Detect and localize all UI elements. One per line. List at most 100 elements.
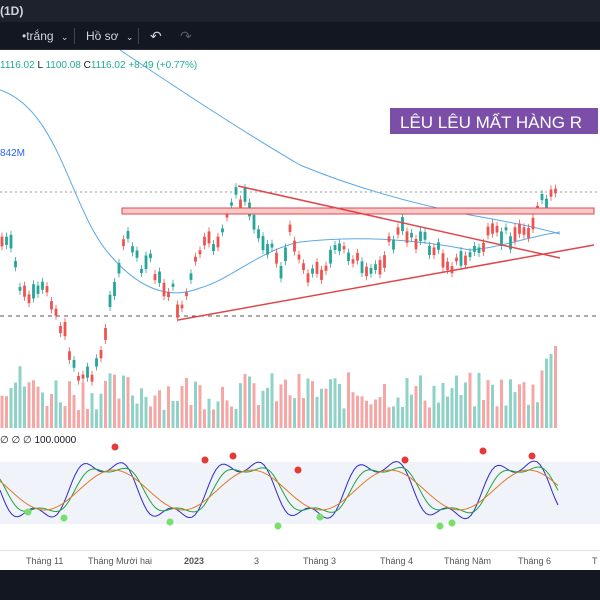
volume-bar [396, 397, 400, 428]
ohlc-legend: 1116.02 L 1100.08 C1116.02 +8.49 (+0.77%… [0, 60, 197, 71]
settings-icon[interactable]: ∅ ∅ ∅ [0, 435, 32, 446]
chevron-down-icon: ⌄ [125, 32, 134, 42]
volume-bar [554, 345, 557, 428]
candle-body [261, 236, 265, 251]
volume-bar [77, 409, 80, 428]
volume-bar [171, 400, 175, 428]
oversold-marker [448, 519, 456, 527]
candle-body [126, 231, 130, 239]
candle-body [90, 374, 94, 382]
footer-bar [0, 570, 600, 600]
volume-bar [108, 373, 112, 428]
volume-bar [383, 383, 386, 428]
volume-bar [338, 383, 341, 428]
volume-bar [536, 402, 539, 428]
candle-body [482, 242, 485, 252]
candle-body [338, 243, 341, 252]
volume-bar [221, 386, 224, 428]
candle-body [423, 232, 427, 240]
volume-bar [176, 400, 179, 428]
profile-label: Hồ sơ [86, 29, 119, 43]
candle-body [513, 227, 517, 242]
close-value: 1116.02 [90, 60, 126, 71]
high-value: 1116.02 [0, 60, 35, 71]
undo-icon[interactable]: ↶ [150, 28, 162, 44]
volume-bar [99, 393, 103, 428]
oversold-marker [166, 518, 174, 526]
volume-bar [491, 384, 494, 428]
volume-bar [95, 409, 98, 428]
chart-toolbar: •trắng ⌄ Hồ sơ ⌄ ↶ ↷ [0, 22, 600, 50]
overbought-marker [401, 456, 409, 464]
volume-bar [284, 379, 287, 428]
candle-body [473, 245, 476, 252]
candle-body [198, 250, 202, 255]
volume-bar [189, 404, 193, 428]
candle-body [158, 271, 161, 284]
candle-body [342, 246, 346, 250]
candle-body [333, 245, 337, 251]
volume-bar [428, 407, 431, 428]
volume-bar [27, 382, 31, 428]
theme-label: •trắng [22, 29, 54, 43]
volume-bar [14, 382, 17, 428]
theme-dropdown[interactable]: •trắng ⌄ [22, 28, 68, 44]
volume-bar [212, 409, 215, 428]
candle-body [9, 234, 13, 249]
volume-bar [324, 388, 328, 428]
volume-bar [410, 394, 413, 428]
candle-body [230, 202, 233, 206]
candle-body [122, 239, 125, 247]
chart-canvas[interactable] [0, 50, 600, 570]
candle-body [221, 228, 224, 233]
profile-dropdown[interactable]: Hồ sơ ⌄ [86, 28, 133, 44]
volume-bar [360, 396, 364, 428]
volume-bar [185, 378, 188, 428]
volume-bar [252, 383, 256, 428]
toolbar-divider [74, 28, 75, 44]
xaxis-label: T [592, 556, 598, 566]
overbought-marker [201, 456, 209, 464]
xaxis-label: Tháng 6 [518, 556, 552, 566]
candle-body [144, 255, 148, 269]
candle-body [396, 227, 400, 235]
volume-bar [36, 386, 40, 428]
candle-body [81, 374, 85, 379]
candle-body [315, 261, 319, 274]
candle-body [50, 301, 53, 310]
ascending-trendline [177, 244, 595, 321]
xaxis-label: 3 [254, 556, 260, 566]
volume-bar [230, 406, 233, 428]
volume-bar [347, 372, 350, 428]
candle-body [225, 213, 229, 218]
descending-trendline [237, 185, 561, 259]
candle-body [95, 358, 98, 367]
candle-body [113, 281, 116, 297]
candle-body [437, 242, 440, 250]
candle-body [72, 359, 76, 368]
oversold-marker [24, 508, 32, 516]
chart-area[interactable]: 1116.02 L 1100.08 C1116.02 +8.49 (+0.77%… [0, 50, 600, 570]
candle-body [185, 292, 188, 297]
candle-body [279, 265, 283, 279]
volume-bar [437, 402, 440, 428]
annotation-banner[interactable]: LÊU LÊU MẤT HÀNG R [388, 106, 600, 136]
overbought-marker [528, 452, 536, 460]
candle-body [383, 255, 386, 268]
candle-body [401, 217, 404, 232]
volume-bar [374, 399, 377, 428]
volume-bar [333, 378, 337, 428]
candle-body [495, 225, 499, 233]
volume-bar [270, 373, 274, 428]
candle-body [522, 227, 526, 235]
redo-icon[interactable]: ↷ [180, 28, 192, 44]
candle-body [162, 282, 166, 297]
close-key: C [83, 60, 91, 71]
candle-body [464, 255, 467, 266]
volume-bar [423, 400, 427, 428]
candle-body [545, 198, 548, 209]
candle-body [32, 284, 35, 299]
candle-body [117, 262, 121, 274]
time-axis[interactable]: Tháng 11 Tháng Mười hai 2023 3 Tháng 3 T… [0, 550, 600, 570]
volume-bar [216, 401, 220, 428]
